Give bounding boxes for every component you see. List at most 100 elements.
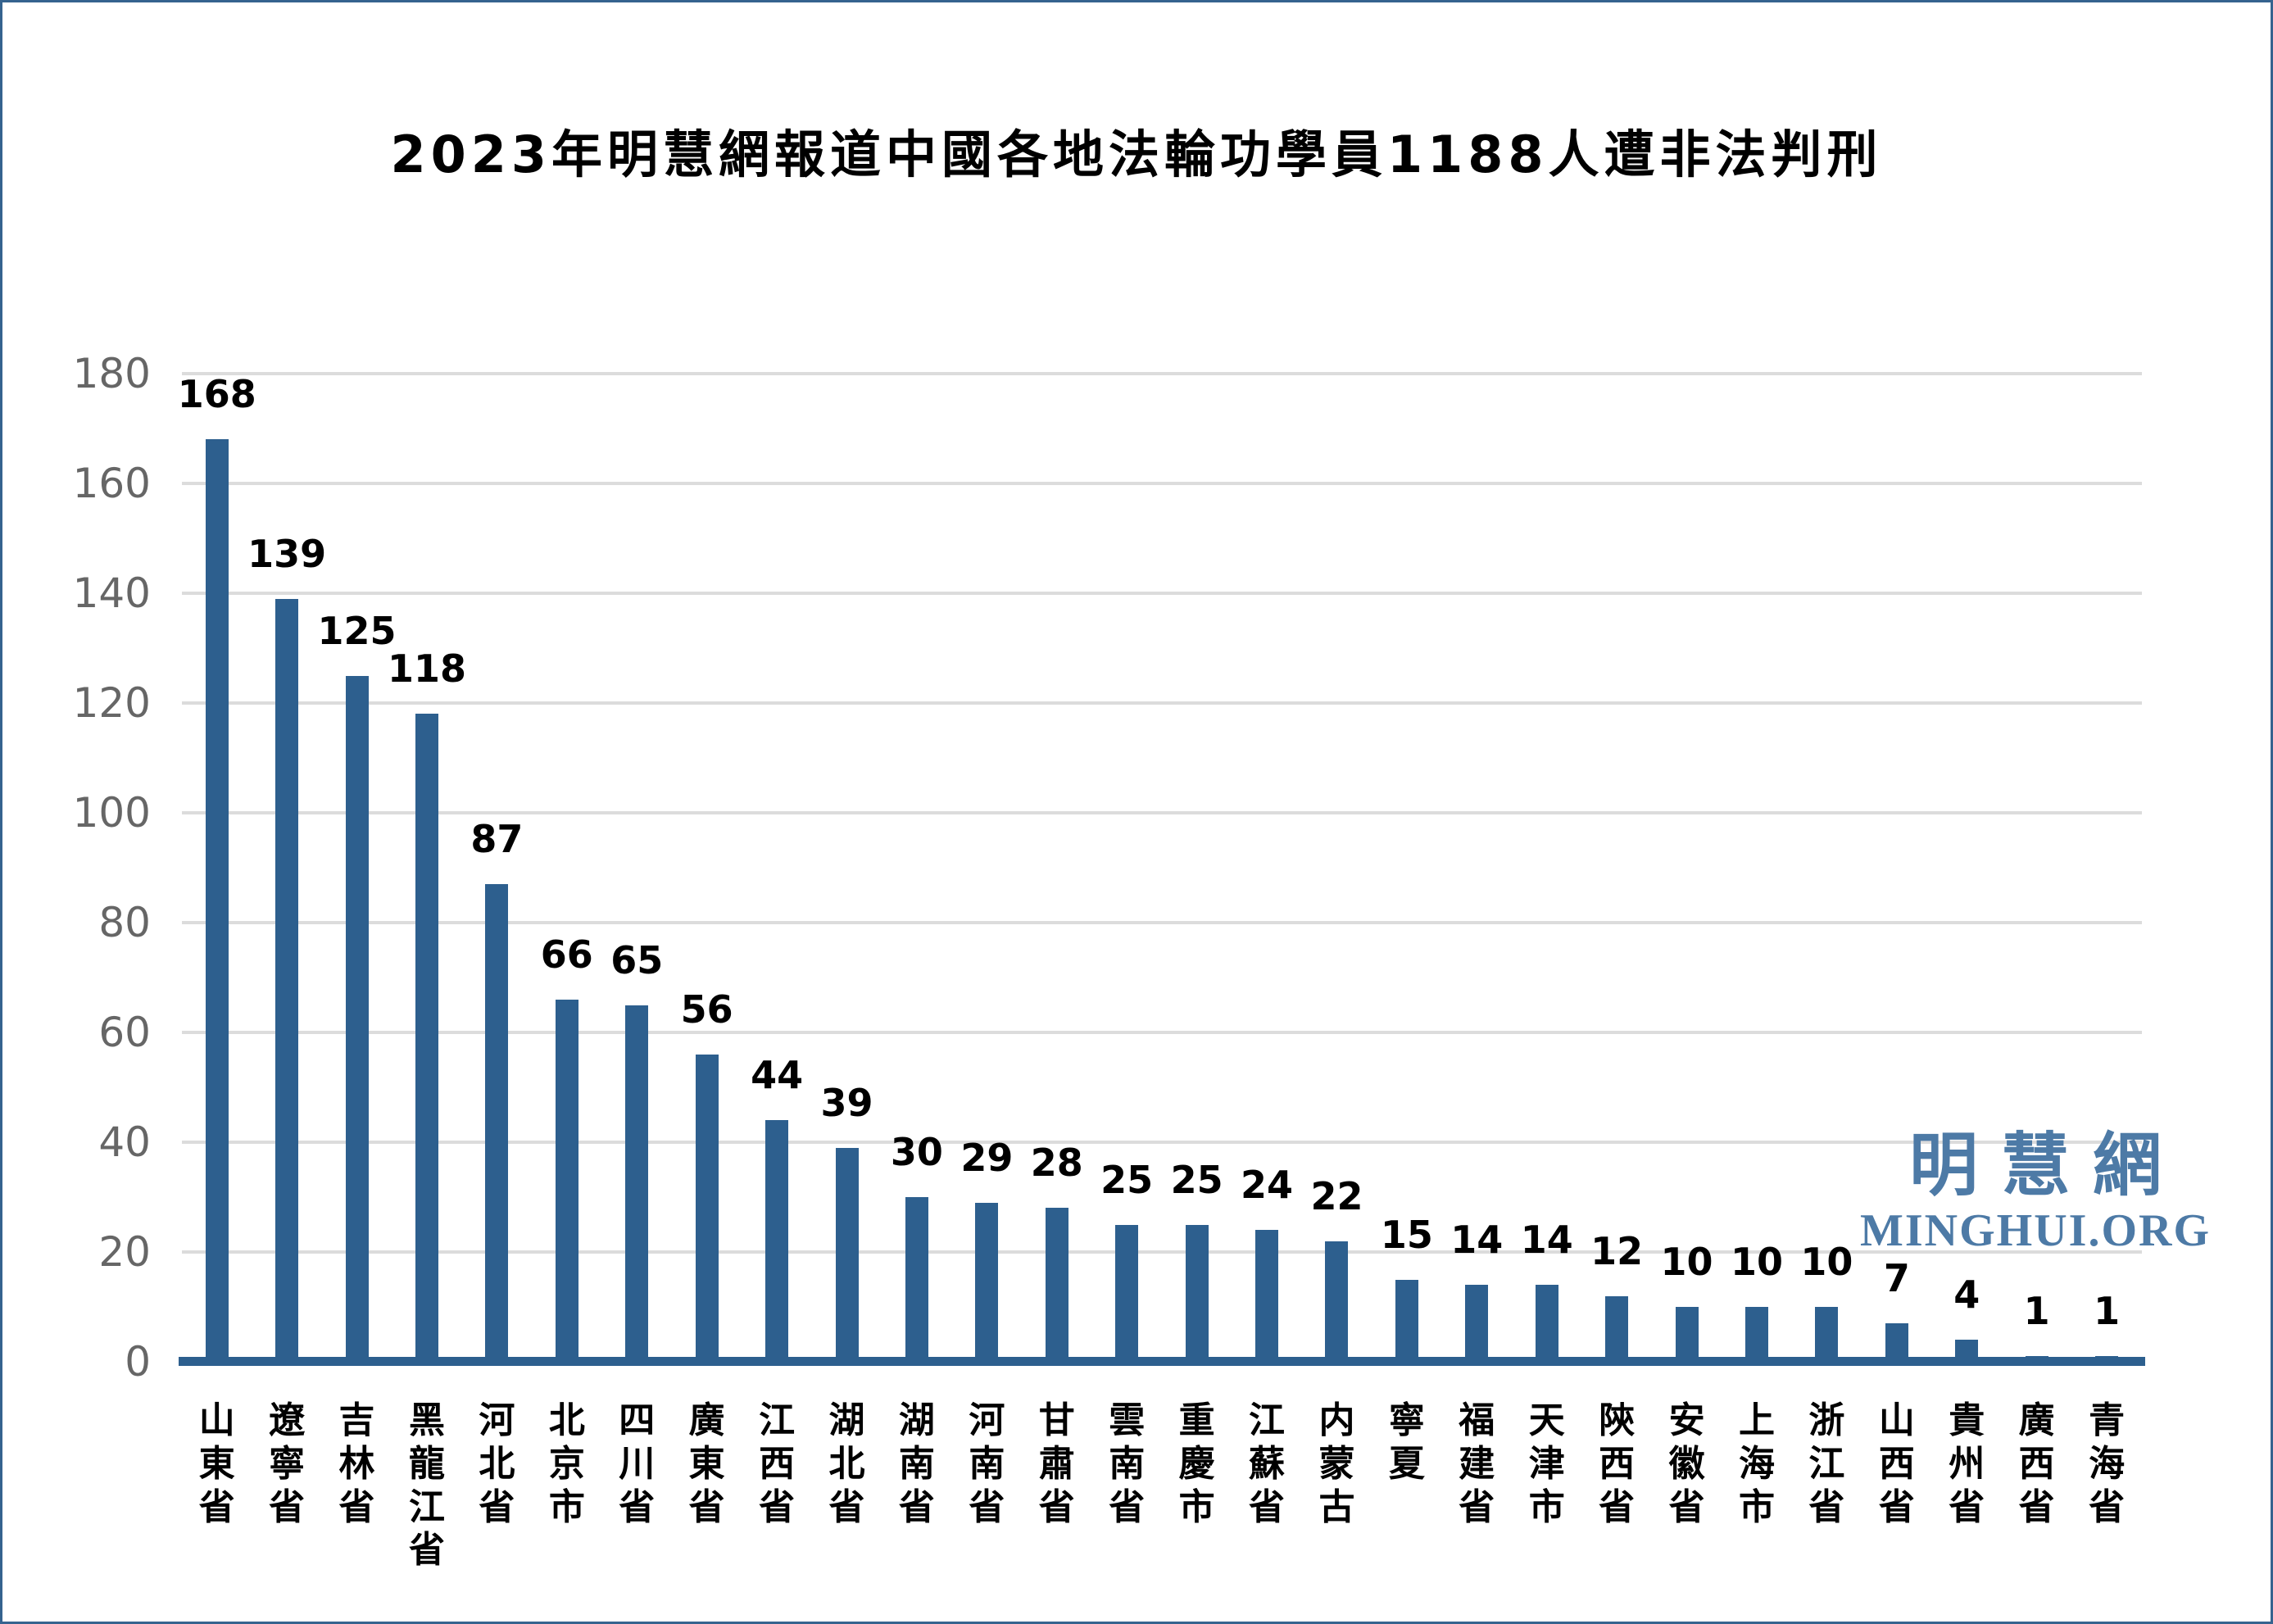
bar-value-label: 10 — [1800, 1240, 1853, 1285]
bar — [415, 714, 438, 1362]
x-tick-label: 甘肅省 — [1038, 1399, 1075, 1528]
x-tick-label: 内蒙古 — [1318, 1399, 1355, 1528]
x-tick-label: 江西省 — [759, 1399, 796, 1528]
x-tick-label: 安徽省 — [1668, 1399, 1705, 1528]
bar-slot: 14 — [1512, 374, 1581, 1362]
bar-slot: 29 — [952, 374, 1022, 1362]
x-tick-label: 陝西省 — [1599, 1399, 1636, 1528]
x-tick-label: 湖南省 — [898, 1399, 935, 1528]
x-tick-label: 廣東省 — [688, 1399, 725, 1528]
x-tick-label: 河南省 — [969, 1399, 1005, 1528]
bar-value-label: 7 — [1883, 1256, 1910, 1301]
bar-value-label: 118 — [387, 646, 466, 692]
watermark-url-text: MINGHUI.ORG — [1860, 1205, 2211, 1256]
bar-slot: 65 — [602, 374, 672, 1362]
bar-value-label: 10 — [1660, 1240, 1713, 1285]
y-tick-label: 0 — [125, 1338, 151, 1386]
bar-slot: 28 — [1022, 374, 1091, 1362]
bar — [275, 598, 299, 1362]
gridline — [182, 1250, 2142, 1254]
bar — [835, 1147, 859, 1362]
bar-slot: 125 — [318, 374, 397, 1362]
x-tick-label: 福建省 — [1459, 1399, 1495, 1528]
x-axis-labels: 山東省遼寧省吉林省黑龍江省河北省北京市四川省廣東省江西省湖北省湖南省河南省甘肅省… — [182, 1399, 2142, 1572]
y-tick-label: 100 — [72, 789, 151, 837]
plot-area: 168 139 125 118 87 66 65 56 44 39 30 29 28 25 25 24 22 15… — [73, 353, 2145, 1382]
bar-value-label: 1 — [2023, 1289, 2050, 1334]
bar-value-label: 139 — [247, 531, 327, 576]
bar-value-label: 1 — [2094, 1289, 2121, 1334]
bar-slot: 25 — [1162, 374, 1232, 1362]
bar-value-label: 14 — [1450, 1218, 1504, 1263]
watermark-chinese-text: 明慧網 — [1908, 1125, 2185, 1205]
bar-slot: 44 — [742, 374, 811, 1362]
gridline — [182, 921, 2142, 925]
bar-slot: 25 — [1091, 374, 1161, 1362]
bar-value-label: 22 — [1310, 1173, 1363, 1218]
gridline — [182, 482, 2142, 486]
bar-value-label: 29 — [960, 1135, 1014, 1180]
bar — [1395, 1279, 1418, 1362]
bar-value-label: 30 — [890, 1130, 943, 1175]
minghui-watermark: 明慧網 MINGHUI.ORG — [1860, 1131, 2211, 1254]
x-tick-label: 廣西省 — [2018, 1399, 2055, 1528]
bar — [695, 1054, 719, 1362]
bar-slot: 56 — [672, 374, 742, 1362]
gridline — [182, 1141, 2142, 1145]
bar-value-label: 15 — [1380, 1212, 1433, 1257]
bar-value-label: 65 — [610, 937, 664, 982]
x-axis-line — [179, 1357, 2145, 1366]
bar-value-label: 4 — [1953, 1272, 1980, 1318]
bar-slot: 14 — [1442, 374, 1512, 1362]
bar-slot: 118 — [388, 374, 466, 1362]
bar-slot: 15 — [1372, 374, 1441, 1362]
bar-value-label: 56 — [680, 987, 733, 1032]
bar-slot: 10 — [1652, 374, 1722, 1362]
bar-slot: 30 — [882, 374, 951, 1362]
bar-slot: 10 — [1722, 374, 1791, 1362]
bar — [1605, 1295, 1629, 1362]
bar-slot: 139 — [247, 374, 326, 1362]
bar-slot: 87 — [462, 374, 532, 1362]
x-tick-label: 河北省 — [479, 1399, 515, 1528]
gridline — [182, 1031, 2142, 1035]
x-tick-label: 黑龍江省 — [408, 1399, 445, 1572]
bar-slot: 10 — [1792, 374, 1862, 1362]
y-tick-label: 120 — [72, 679, 151, 727]
y-tick-label: 180 — [72, 350, 151, 397]
bar — [1115, 1224, 1139, 1362]
x-tick-label: 江蘇省 — [1249, 1399, 1286, 1528]
bar-value-label: 28 — [1030, 1141, 1083, 1186]
bar — [1185, 1224, 1209, 1362]
bar-value-label: 12 — [1590, 1228, 1644, 1273]
gridline — [182, 372, 2142, 375]
bar — [1535, 1285, 1558, 1362]
bar-slot: 168 — [178, 374, 256, 1362]
bar — [485, 884, 509, 1362]
bar — [1045, 1208, 1068, 1362]
x-tick-label: 寧夏 — [1388, 1399, 1425, 1485]
bar — [1675, 1307, 1699, 1362]
bar-slot: 7 — [1862, 374, 1931, 1362]
bar-value-label: 39 — [820, 1080, 873, 1125]
bar — [1465, 1285, 1489, 1362]
chart-title: 2023年明慧網報道中國各地法輪功學員1188人遭非法判刑 — [390, 125, 1883, 184]
y-tick-label: 20 — [98, 1228, 151, 1277]
bar — [345, 675, 369, 1362]
bar — [1744, 1307, 1768, 1362]
bar-value-label: 25 — [1170, 1157, 1223, 1202]
bar — [625, 1005, 649, 1362]
y-tick-label: 60 — [98, 1009, 151, 1056]
x-tick-label: 山東省 — [198, 1399, 235, 1528]
bar — [1885, 1323, 1908, 1362]
bar-value-label: 87 — [470, 817, 524, 862]
bar — [555, 999, 578, 1362]
bar-slot: 22 — [1302, 374, 1372, 1362]
bar-slot: 24 — [1232, 374, 1301, 1362]
bar-value-label: 125 — [317, 608, 397, 653]
gridline — [182, 592, 2142, 595]
bar-value-label: 10 — [1730, 1240, 1783, 1285]
bar-value-label: 168 — [177, 372, 256, 417]
x-tick-label: 青海省 — [2089, 1399, 2126, 1528]
